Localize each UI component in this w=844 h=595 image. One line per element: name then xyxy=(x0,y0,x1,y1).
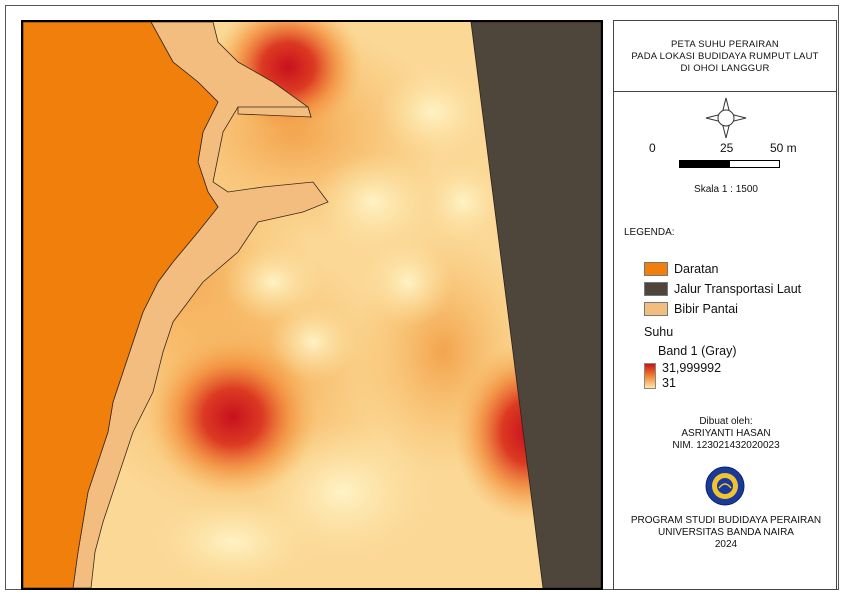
raster-max-label: 31,999992 xyxy=(662,361,722,375)
scale-tick-label: 50 m xyxy=(770,141,797,155)
legend-label: Daratan xyxy=(674,262,719,276)
compass-rose-icon xyxy=(704,96,748,145)
hotspot xyxy=(148,337,318,497)
sea-transport-lane xyxy=(470,22,601,588)
legend-label: Bibir Pantai xyxy=(674,302,738,316)
credits: Dibuat oleh: ASRIYANTI HASAN NIM. 123021… xyxy=(614,416,838,452)
legend-item-land: Daratan xyxy=(644,261,718,277)
credits-label: Dibuat oleh: xyxy=(699,416,753,427)
layout-panel: PETA SUHU PERAIRAN PADA LOKASI BUDIDAYA … xyxy=(613,20,837,590)
title-line: PETA SUHU PERAIRAN xyxy=(671,39,779,50)
institution-footer: PROGRAM STUDI BUDIDAYA PERAIRAN UNIVERSI… xyxy=(614,515,838,551)
footer-line: 2024 xyxy=(714,539,738,550)
university-seal-icon xyxy=(705,466,745,511)
legend-item-transport: Jalur Transportasi Laut xyxy=(644,281,801,297)
legend-heading: LEGENDA: xyxy=(624,227,675,238)
scale-ratio: Skala 1 : 1500 xyxy=(694,184,758,195)
title-line: PADA LOKASI BUDIDAYA RUMPUT LAUT xyxy=(631,51,819,62)
legend-swatch xyxy=(644,302,668,316)
scale-bar: 0 25 50 m xyxy=(614,139,838,219)
title-line: DI OHOI LANGGUR xyxy=(680,63,770,74)
jetty xyxy=(237,106,312,118)
scale-tick-label: 25 xyxy=(720,141,734,155)
legend-label: Jalur Transportasi Laut xyxy=(674,282,802,296)
raster-min-label: 31 xyxy=(662,376,676,390)
map-title: PETA SUHU PERAIRAN PADA LOKASI BUDIDAYA … xyxy=(614,21,836,92)
legend-swatch xyxy=(644,282,668,296)
legend-swatch xyxy=(644,262,668,276)
raster-band: Band 1 (Gray) xyxy=(658,344,737,358)
scale-tick-label: 0 xyxy=(649,141,656,155)
author-name: ASRIYANTI HASAN xyxy=(681,428,771,439)
author-nim: NIM. 123021432020023 xyxy=(672,440,780,451)
map-view xyxy=(21,20,603,590)
footer-line: PROGRAM STUDI BUDIDAYA PERAIRAN xyxy=(630,515,822,526)
color-ramp xyxy=(644,363,656,389)
footer-line: UNIVERSITAS BANDA NAIRA xyxy=(658,527,794,538)
raster-title: Suhu xyxy=(644,325,674,339)
land-area xyxy=(23,22,219,588)
legend-item-shore: Bibir Pantai xyxy=(644,301,738,317)
